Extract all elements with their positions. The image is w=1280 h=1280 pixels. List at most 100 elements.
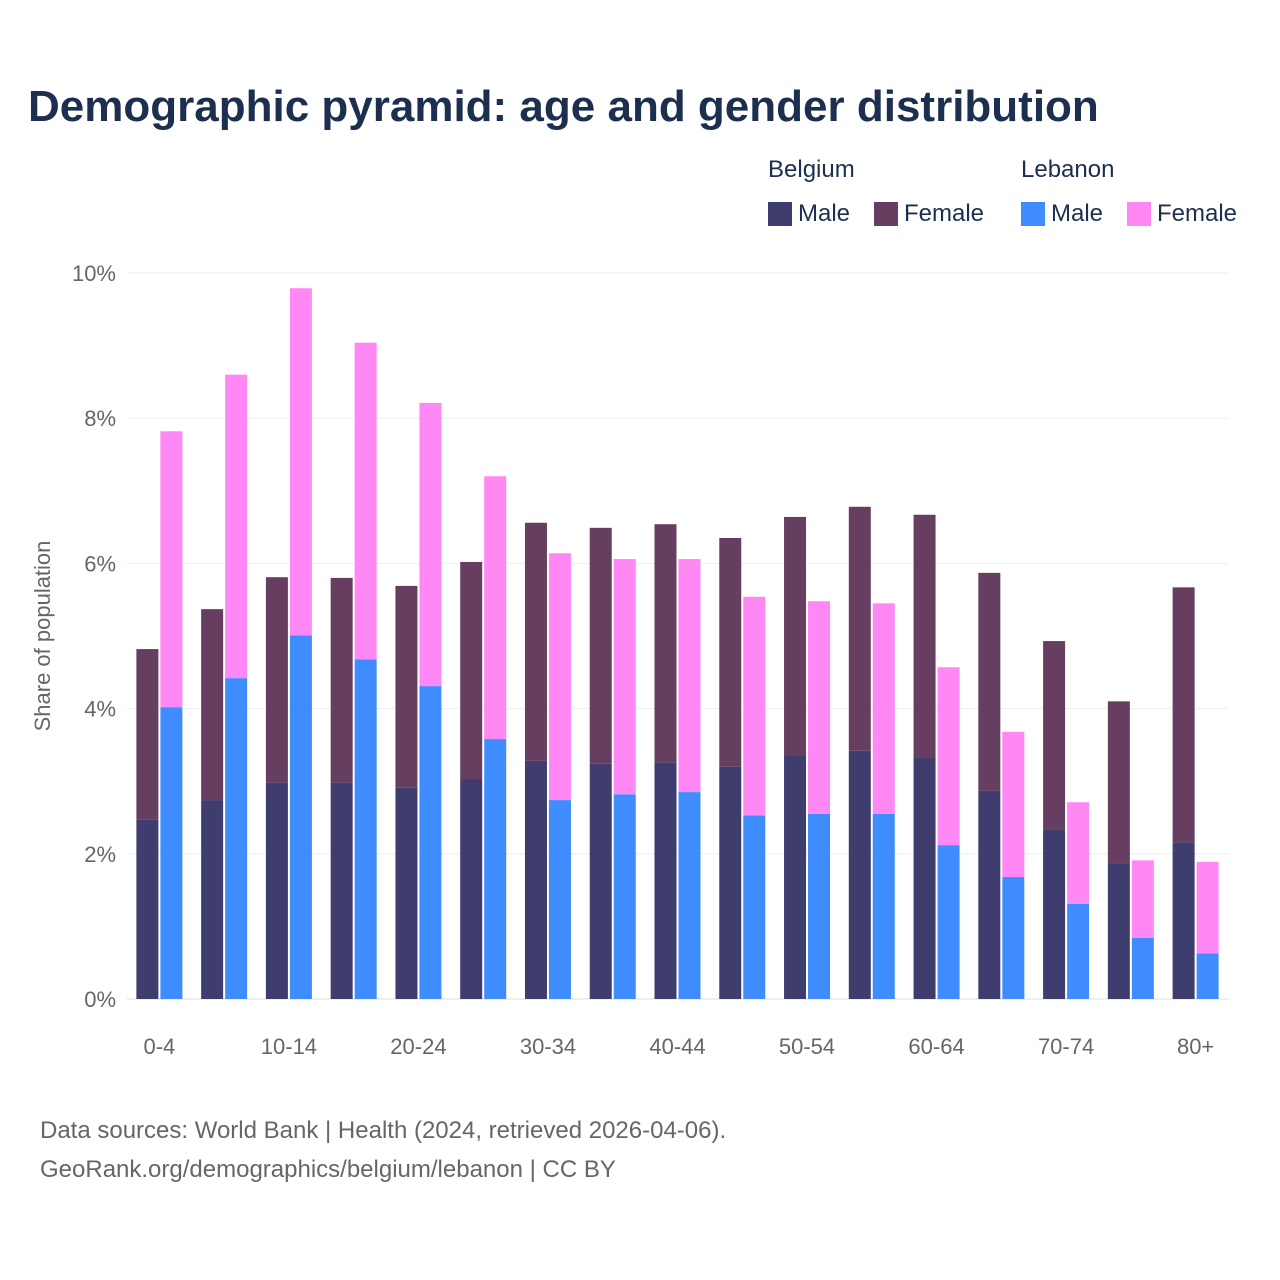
bar-belgium-male-80+ — [1172, 842, 1195, 999]
x-tick-label: 0-4 — [143, 1034, 175, 1059]
bar-lebanon-male-5-9 — [225, 678, 248, 999]
bar-belgium-male-25-29 — [460, 779, 483, 999]
bar-belgium-male-30-34 — [524, 760, 547, 999]
bar-belgium-male-40-44 — [654, 762, 677, 999]
bar-belgium-male-55-59 — [848, 750, 871, 999]
bar-lebanon-male-20-24 — [419, 686, 442, 999]
bar-belgium-male-10-14 — [265, 782, 288, 999]
bar-lebanon-male-70-74 — [1067, 903, 1090, 999]
bar-lebanon-male-45-49 — [743, 815, 766, 999]
legend-swatch — [874, 202, 898, 226]
legend-label: Female — [1157, 200, 1238, 227]
bar-lebanon-male-15-19 — [354, 659, 377, 999]
legend-item-belgium-female[interactable]: Female — [874, 200, 984, 228]
bar-lebanon-male-35-39 — [613, 794, 636, 999]
bar-lebanon-female-35-39 — [613, 559, 636, 795]
bar-belgium-female-20-24 — [395, 585, 418, 788]
bar-belgium-male-60-64 — [913, 757, 936, 999]
legend-label: Male — [798, 200, 851, 227]
y-axis-title: Share of population — [30, 541, 55, 732]
legend-swatch — [1127, 202, 1151, 226]
legend-swatch — [768, 202, 792, 226]
bar-belgium-male-35-39 — [589, 763, 612, 999]
bar-lebanon-female-15-19 — [354, 342, 377, 660]
x-tick-label: 30-34 — [520, 1034, 576, 1059]
bar-belgium-female-40-44 — [654, 524, 677, 763]
bar-lebanon-male-40-44 — [678, 792, 701, 999]
chart-title: Demographic pyramid: age and gender dist… — [28, 82, 1099, 131]
bar-belgium-female-35-39 — [589, 527, 612, 764]
bar-lebanon-female-70-74 — [1067, 802, 1090, 904]
bar-belgium-female-30-34 — [524, 522, 547, 761]
bar-lebanon-female-40-44 — [678, 559, 701, 793]
bar-belgium-female-0-4 — [136, 649, 159, 820]
bar-belgium-female-80+ — [1172, 587, 1195, 843]
bar-belgium-female-60-64 — [913, 514, 936, 758]
bar-belgium-male-75-79 — [1107, 863, 1130, 999]
bar-lebanon-male-75-79 — [1131, 938, 1154, 999]
bar-belgium-male-45-49 — [719, 766, 742, 999]
bar-lebanon-female-45-49 — [743, 596, 766, 816]
legend-group-belgium: Belgium — [768, 156, 855, 183]
bar-belgium-male-50-54 — [784, 755, 807, 999]
bar-belgium-female-55-59 — [848, 506, 871, 751]
bar-belgium-male-65-69 — [978, 790, 1001, 999]
bar-lebanon-male-0-4 — [160, 707, 183, 999]
bar-lebanon-male-55-59 — [872, 813, 895, 999]
bar-belgium-male-70-74 — [1043, 829, 1066, 999]
x-tick-label: 60-64 — [908, 1034, 964, 1059]
bar-belgium-female-10-14 — [265, 577, 288, 783]
bar-lebanon-female-20-24 — [419, 402, 442, 687]
bar-lebanon-male-80+ — [1196, 953, 1219, 999]
bar-lebanon-male-25-29 — [484, 739, 507, 999]
bar-belgium-female-25-29 — [460, 561, 483, 780]
bar-belgium-female-75-79 — [1107, 701, 1130, 864]
x-tick-label: 10-14 — [261, 1034, 317, 1059]
legend-label: Female — [904, 200, 985, 227]
y-tick-label: 4% — [84, 697, 116, 722]
bar-belgium-female-50-54 — [784, 516, 807, 756]
y-tick-label: 6% — [84, 551, 116, 576]
bar-belgium-male-15-19 — [330, 782, 353, 999]
x-tick-label: 70-74 — [1038, 1034, 1094, 1059]
legend-item-belgium-male[interactable]: Male — [768, 200, 850, 228]
bar-lebanon-female-5-9 — [225, 374, 248, 679]
bar-lebanon-male-10-14 — [289, 635, 312, 999]
bar-lebanon-female-25-29 — [484, 476, 507, 740]
bar-lebanon-female-80+ — [1196, 861, 1219, 954]
legend-item-lebanon-female[interactable]: Female — [1127, 200, 1237, 228]
y-tick-label: 2% — [84, 842, 116, 867]
bar-lebanon-female-30-34 — [548, 553, 571, 801]
footer-link[interactable]: GeoRank.org/demographics/belgium/lebanon… — [40, 1156, 616, 1183]
legend-item-lebanon-male[interactable]: Male — [1021, 200, 1103, 228]
bar-belgium-female-15-19 — [330, 577, 353, 783]
bar-lebanon-female-75-79 — [1131, 860, 1154, 939]
bar-lebanon-female-55-59 — [872, 603, 895, 814]
legend-swatch — [1021, 202, 1045, 226]
bar-belgium-female-70-74 — [1043, 641, 1066, 830]
x-tick-label: 50-54 — [779, 1034, 835, 1059]
y-tick-label: 0% — [84, 987, 116, 1012]
bar-lebanon-male-60-64 — [937, 845, 960, 999]
bar-belgium-male-20-24 — [395, 787, 418, 999]
legend-group-lebanon: Lebanon — [1021, 156, 1115, 183]
y-tick-label: 8% — [84, 406, 116, 431]
x-tick-label: 20-24 — [390, 1034, 446, 1059]
bar-lebanon-female-50-54 — [808, 601, 831, 814]
bar-belgium-female-5-9 — [201, 609, 224, 801]
bar-lebanon-female-60-64 — [937, 667, 960, 846]
bar-lebanon-male-65-69 — [1002, 877, 1025, 999]
bar-belgium-male-5-9 — [201, 800, 224, 999]
bar-lebanon-male-30-34 — [548, 800, 571, 999]
bar-belgium-female-45-49 — [719, 537, 742, 767]
bar-lebanon-female-10-14 — [289, 288, 312, 636]
bar-lebanon-female-65-69 — [1002, 731, 1025, 878]
bar-lebanon-male-50-54 — [808, 813, 831, 999]
legend-label: Male — [1051, 200, 1104, 227]
footer-source: Data sources: World Bank | Health (2024,… — [40, 1117, 727, 1144]
bar-belgium-female-65-69 — [978, 572, 1001, 791]
y-tick-label: 10% — [72, 261, 116, 286]
x-tick-label: 40-44 — [649, 1034, 705, 1059]
